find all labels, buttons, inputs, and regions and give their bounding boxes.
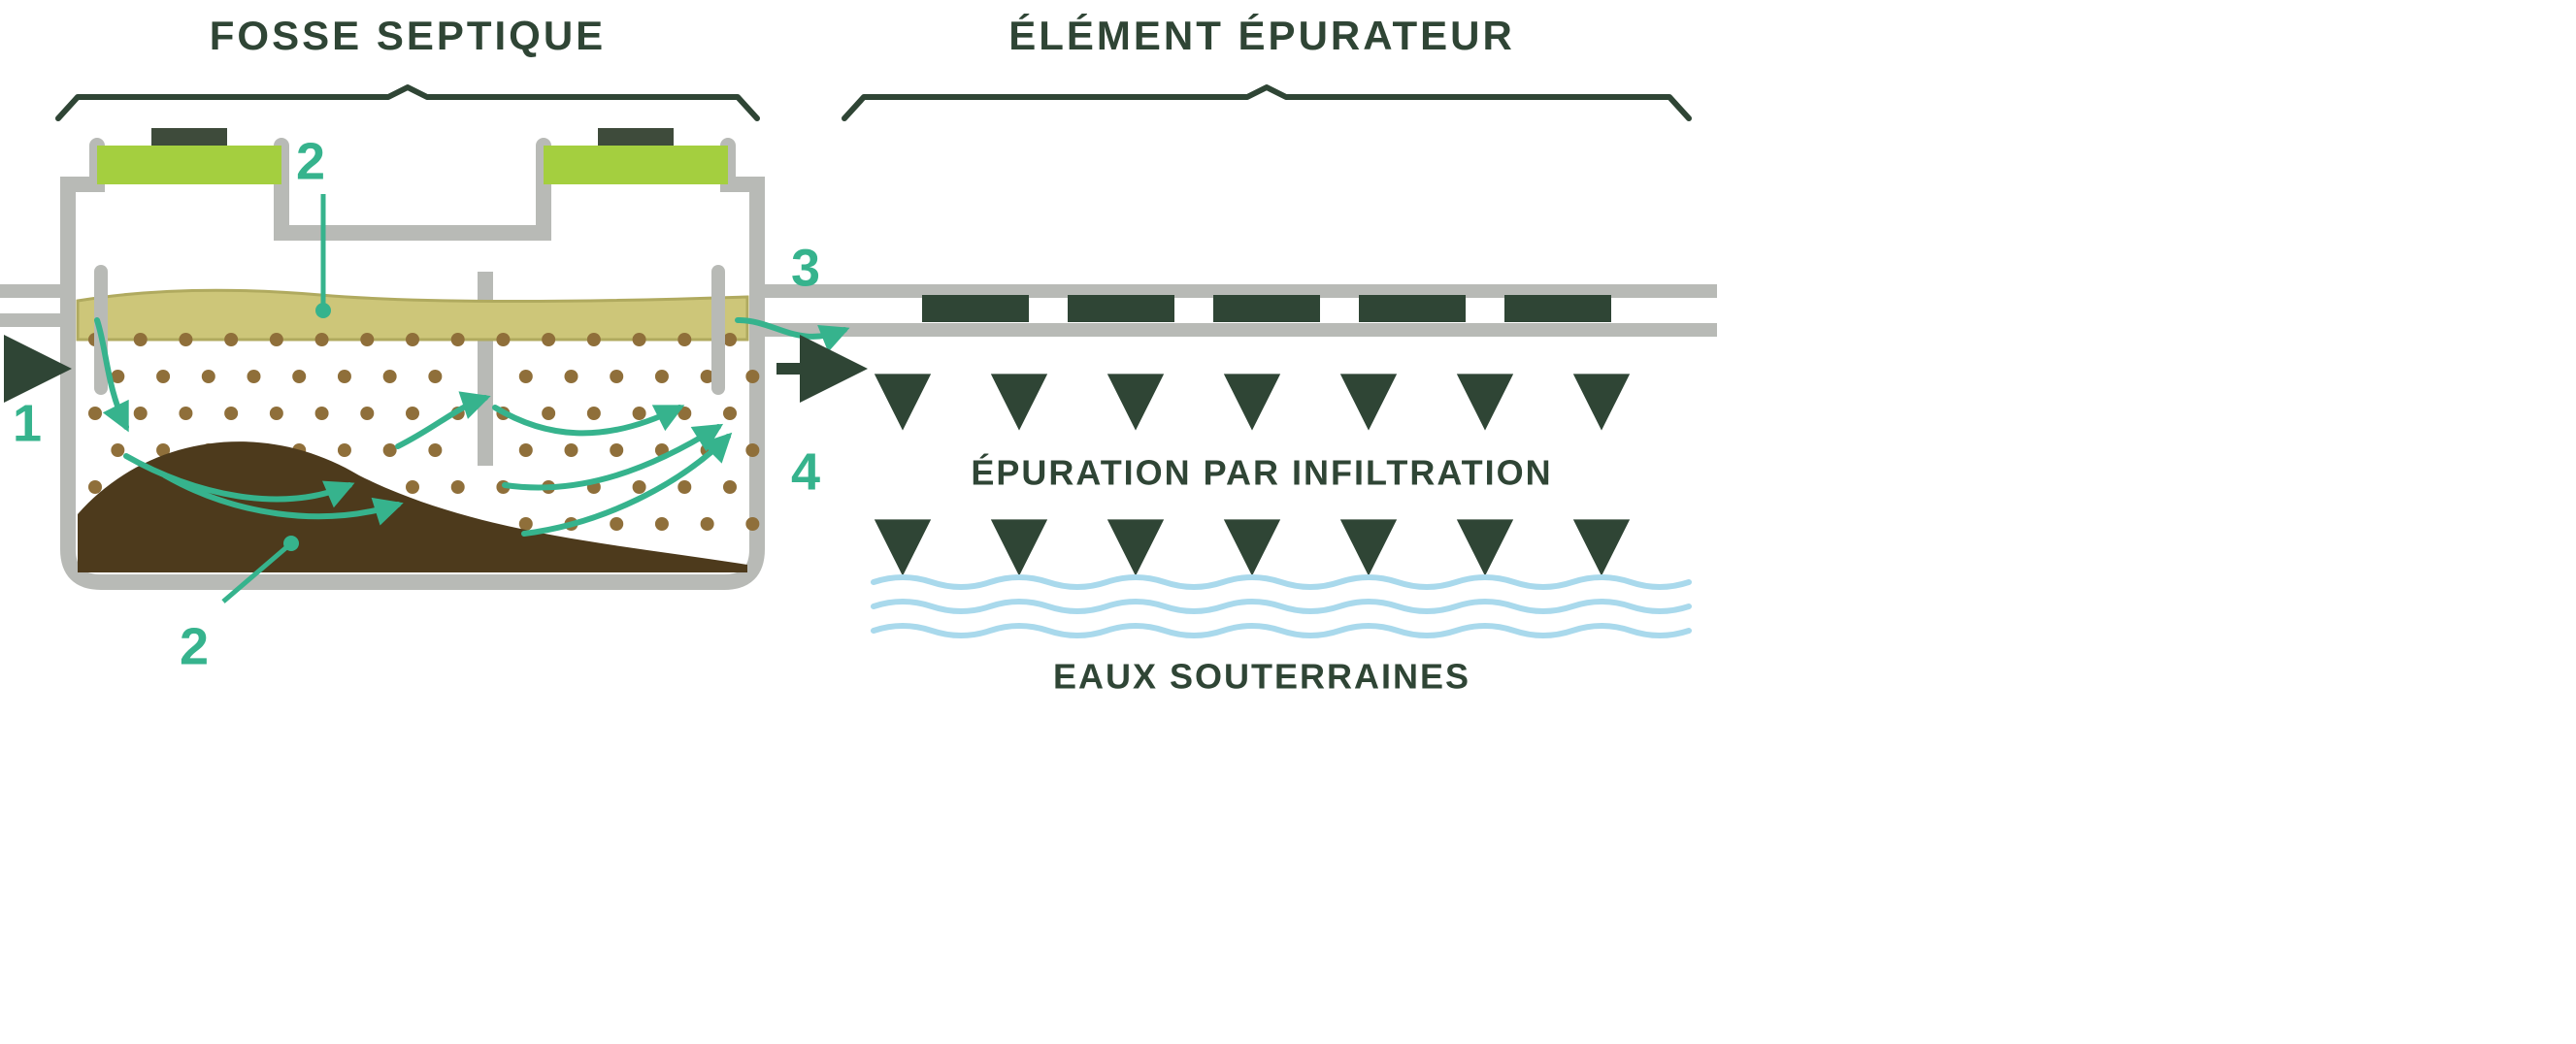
wave xyxy=(874,626,1689,636)
brace xyxy=(58,87,757,118)
flow-arrow-5 xyxy=(505,427,718,488)
lid-cap-0 xyxy=(151,128,227,146)
flow-arrow-3 xyxy=(398,398,485,446)
drain-segment-0 xyxy=(922,295,1029,322)
lid-cap-1 xyxy=(598,128,674,146)
text-infiltration: ÉPURATION PAR INFILTRATION xyxy=(971,453,1552,493)
wave xyxy=(874,577,1689,587)
drain-segment-3 xyxy=(1359,295,1466,322)
riser-right-outer xyxy=(728,146,757,291)
title-right: ÉLÉMENT ÉPURATEUR xyxy=(1008,13,1515,58)
wave xyxy=(874,602,1689,611)
lead-2-bot-dot xyxy=(283,536,299,551)
lid-0 xyxy=(97,146,281,184)
drain-segment-4 xyxy=(1504,295,1611,322)
scum-layer xyxy=(78,290,747,340)
lid-1 xyxy=(544,146,728,184)
label-3: 3 xyxy=(791,239,820,297)
septic-diagram: FOSSE SEPTIQUE ÉLÉMENT ÉPURATEUR 1 2 2 3 4 ÉPUR… xyxy=(0,0,1717,696)
label-2-top: 2 xyxy=(296,132,325,190)
drain-segment-2 xyxy=(1213,295,1320,322)
riser-left-outer xyxy=(68,146,97,291)
label-1: 1 xyxy=(13,394,42,452)
text-groundwater: EAUX SOUTERRAINES xyxy=(1053,657,1470,696)
drain-segment-1 xyxy=(1068,295,1174,322)
flow-arrow-4 xyxy=(495,408,679,433)
label-2-bottom: 2 xyxy=(180,617,209,675)
lead-2-top-dot xyxy=(315,303,331,318)
label-4: 4 xyxy=(791,442,820,501)
brace xyxy=(844,87,1689,118)
title-left: FOSSE SEPTIQUE xyxy=(210,13,606,58)
